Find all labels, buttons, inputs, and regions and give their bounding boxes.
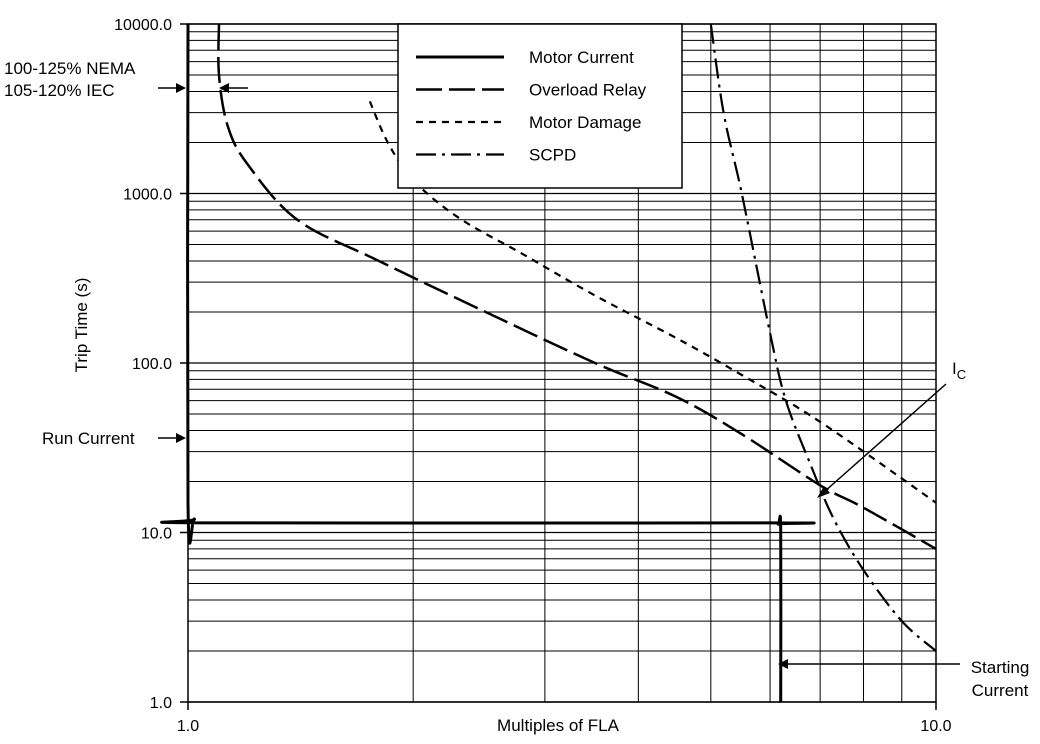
minor-grid: [188, 24, 936, 702]
legend-label: Motor Damage: [529, 113, 641, 132]
axis-ticks: 1.0 10.0 100.0 1000.0 10000.0 1.0 10.0: [114, 17, 952, 735]
arrowhead-nema-right: [219, 83, 229, 93]
x-axis-label: Multiples of FLA: [497, 716, 620, 735]
arrowhead-run-current: [176, 433, 186, 443]
annotation-run-current: Run Current: [42, 429, 135, 448]
y-axis-label: Trip Time (s): [72, 278, 91, 373]
arrow-ic: [823, 383, 947, 493]
series-line-motor-current: [160, 23, 816, 703]
y-tick-label: 1000.0: [123, 187, 172, 204]
annotations: 100-125% NEMA 105-120% IEC Run Current I…: [4, 59, 1029, 700]
annotation-nema: 100-125% NEMA: [4, 59, 136, 78]
legend-label: Overload Relay: [529, 81, 647, 100]
series-line-overload-relay: [217, 23, 937, 550]
legend-label: SCPD: [529, 146, 576, 165]
arrowhead-ic: [817, 486, 830, 498]
y-tick-label: 10000.0: [114, 17, 172, 34]
legend-box: [397, 23, 683, 189]
annotation-iec: 105-120% IEC: [4, 81, 115, 100]
legend-label: Motor Current: [529, 48, 634, 67]
series-line-scpd: [709, 23, 937, 652]
legend: Motor Current Overload Relay Motor Damage S…: [397, 23, 683, 189]
x-tick-label: 1.0: [177, 718, 199, 735]
x-tick-label: 10.0: [920, 718, 951, 735]
arrowhead-starting-current: [778, 659, 788, 669]
arrowhead-nema-left: [176, 83, 186, 93]
y-tick-label: 1.0: [150, 695, 172, 712]
y-tick-label: 10.0: [141, 526, 172, 543]
annotation-starting-current: Starting Current: [971, 658, 1030, 700]
annotation-ic: IC: [952, 359, 966, 382]
y-tick-label: 100.0: [132, 356, 172, 373]
